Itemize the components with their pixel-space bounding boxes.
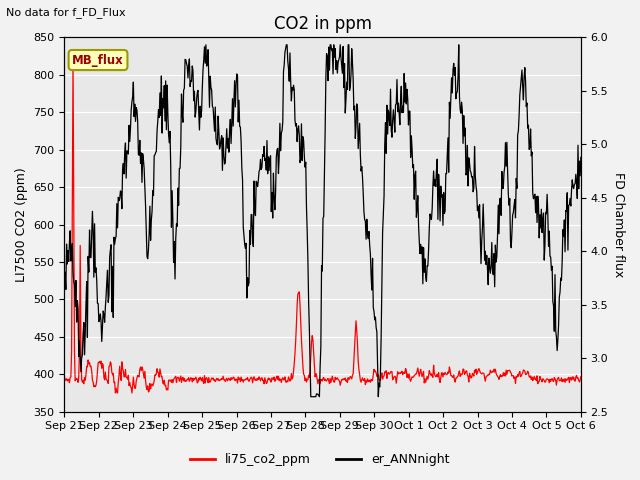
- Text: MB_flux: MB_flux: [72, 54, 124, 67]
- Y-axis label: LI7500 CO2 (ppm): LI7500 CO2 (ppm): [15, 167, 28, 282]
- Text: No data for f_FD_Flux: No data for f_FD_Flux: [6, 7, 126, 18]
- Title: CO2 in ppm: CO2 in ppm: [274, 15, 372, 33]
- Y-axis label: FD Chamber flux: FD Chamber flux: [612, 172, 625, 277]
- Legend: li75_co2_ppm, er_ANNnight: li75_co2_ppm, er_ANNnight: [186, 448, 454, 471]
